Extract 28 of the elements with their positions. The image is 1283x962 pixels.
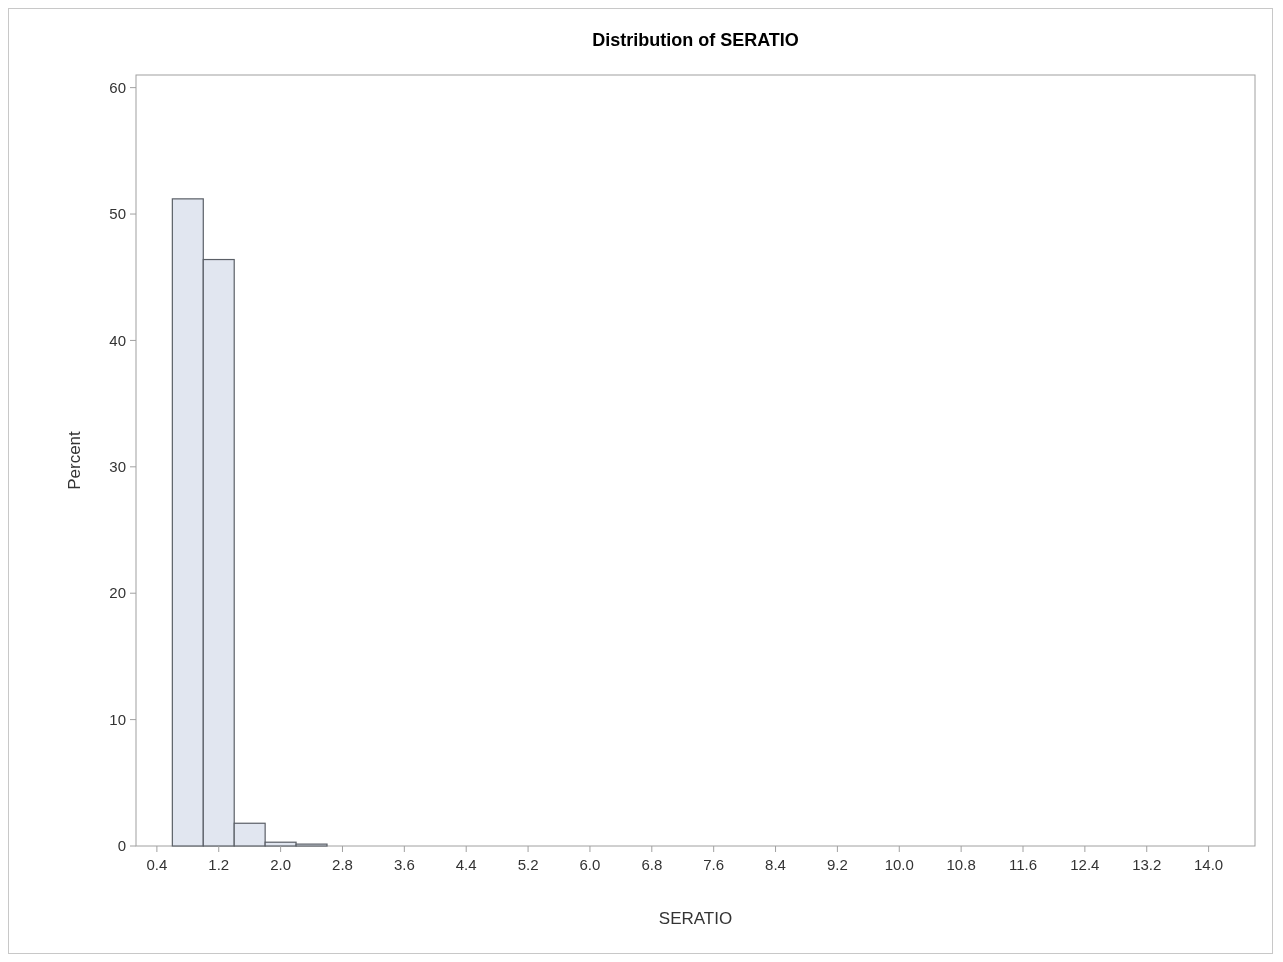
y-tick-label: 10 — [109, 710, 126, 728]
x-tick-label: 1.2 — [208, 856, 230, 873]
x-tick-label: 2.8 — [332, 856, 353, 873]
y-tick-label: 30 — [109, 458, 126, 476]
x-tick-label: 10.8 — [946, 856, 976, 873]
x-tick-label: 3.6 — [393, 856, 415, 873]
x-tick-label: 6.8 — [641, 856, 663, 873]
x-tick-label: 12.4 — [1070, 856, 1100, 873]
x-tick-label: 11.6 — [1008, 856, 1038, 873]
x-tick-label: 4.4 — [455, 856, 477, 873]
x-tick-label: 13.2 — [1132, 856, 1162, 873]
y-tick-label: 60 — [109, 78, 126, 96]
x-tick-label: 7.6 — [703, 856, 725, 873]
y-tick-label: 20 — [109, 584, 126, 602]
y-tick-label: 50 — [109, 205, 126, 223]
chart-title: Distribution of SERATIO — [592, 30, 799, 50]
x-tick-label: 8.4 — [765, 856, 786, 873]
x-tick-label: 6.0 — [579, 856, 601, 873]
x-tick-label: 5.2 — [517, 856, 539, 873]
x-tick-label: 2.0 — [270, 856, 292, 873]
x-tick-label: 9.2 — [826, 856, 848, 873]
y-tick-label: 40 — [109, 331, 126, 349]
x-tick-label: 0.4 — [146, 856, 168, 873]
y-axis-title: Percent — [65, 430, 84, 490]
y-tick-label: 0 — [117, 837, 126, 855]
x-axis-title: SERATIO — [658, 909, 733, 928]
x-tick-label: 14.0 — [1194, 856, 1224, 873]
x-tick-label: 10.0 — [884, 856, 914, 873]
